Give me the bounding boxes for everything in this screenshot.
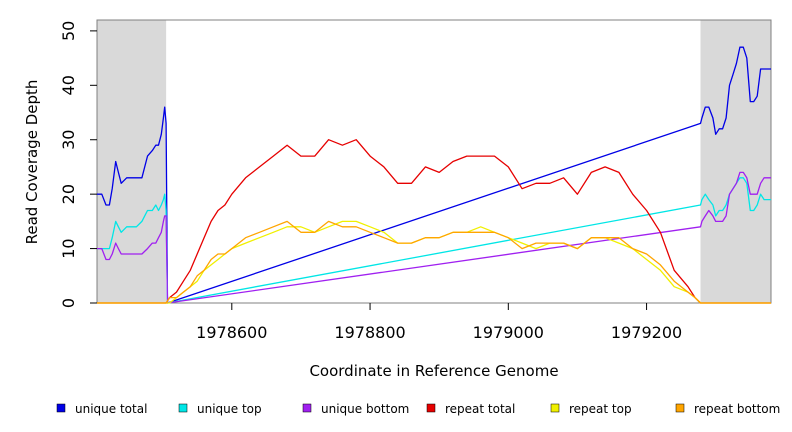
legend-label-repeat-bottom: repeat bottom bbox=[694, 402, 780, 416]
legend-swatch-repeat-bottom bbox=[675, 403, 685, 413]
legend-swatch-unique-top bbox=[178, 403, 188, 413]
y-tick-label: 20 bbox=[59, 184, 78, 204]
shaded-region-1 bbox=[700, 20, 771, 303]
x-tick-label: 1978600 bbox=[196, 323, 267, 342]
x-axis: 1978600 1978800 1979000 1979200 bbox=[196, 303, 682, 342]
series-unique-total-line bbox=[97, 46, 771, 304]
y-tick-label: 40 bbox=[59, 75, 78, 95]
series-repeat-top-line bbox=[97, 220, 771, 304]
y-tick-label: 10 bbox=[59, 238, 78, 258]
series-unique-bottom-line bbox=[97, 171, 771, 304]
plot-frame bbox=[96, 19, 772, 304]
series-unique-top-line bbox=[97, 177, 771, 304]
y-tick-label: 0 bbox=[59, 298, 78, 308]
legend-swatch-repeat-total bbox=[426, 403, 436, 413]
legend-label-unique-total: unique total bbox=[75, 402, 147, 416]
legend-label-repeat-top: repeat top bbox=[569, 402, 632, 416]
series-repeat-bottom-line bbox=[97, 220, 771, 304]
series-lines bbox=[97, 46, 771, 304]
y-tick-label: 30 bbox=[59, 130, 78, 150]
legend-label-unique-bottom: unique bottom bbox=[321, 402, 409, 416]
y-tick-label: 50 bbox=[59, 21, 78, 41]
legend-swatch-unique-bottom bbox=[302, 403, 312, 413]
x-tick-label: 1978800 bbox=[334, 323, 405, 342]
legend: unique total unique top unique bottom repea… bbox=[56, 402, 780, 416]
x-axis-title: Coordinate in Reference Genome bbox=[309, 362, 558, 380]
y-axis: 0 10 20 30 40 50 bbox=[59, 21, 97, 308]
shaded-regions bbox=[97, 20, 771, 303]
legend-label-unique-top: unique top bbox=[197, 402, 262, 416]
x-tick-label: 1979000 bbox=[473, 323, 544, 342]
legend-swatch-unique-total bbox=[56, 403, 66, 413]
series-repeat-total-line bbox=[97, 139, 771, 304]
legend-swatch-repeat-top bbox=[550, 403, 560, 413]
legend-label-repeat-total: repeat total bbox=[445, 402, 515, 416]
x-tick-label: 1979200 bbox=[611, 323, 682, 342]
y-axis-title: Read Coverage Depth bbox=[23, 80, 41, 245]
shaded-region-0 bbox=[97, 20, 167, 303]
